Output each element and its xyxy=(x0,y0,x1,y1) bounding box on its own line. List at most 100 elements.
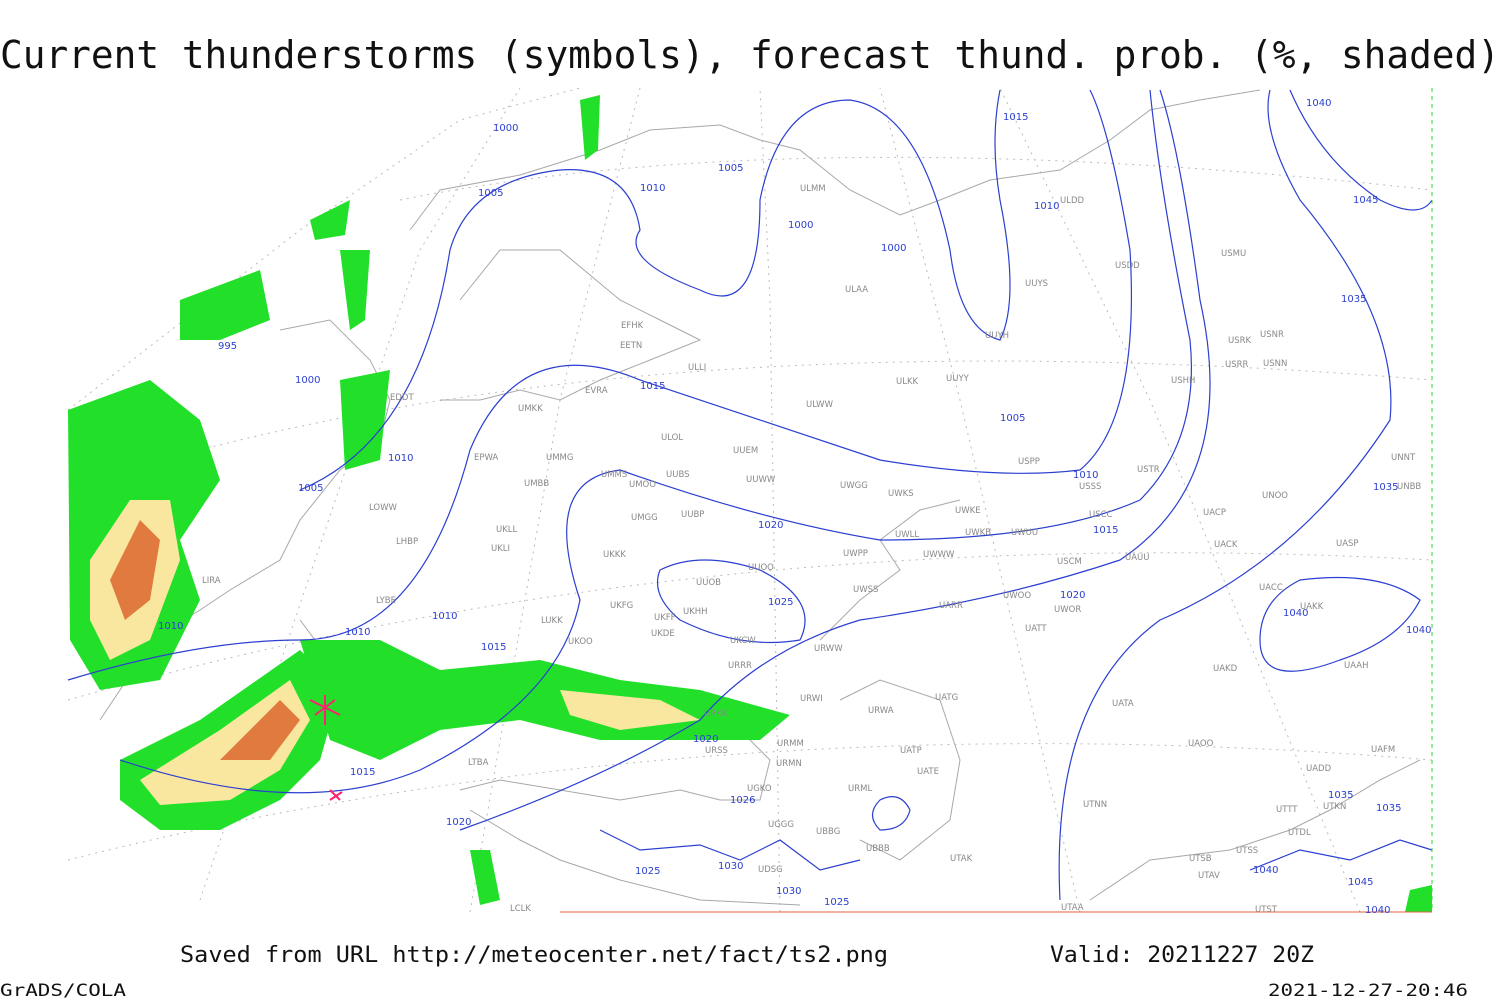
isobar-label: 1030 xyxy=(718,861,743,872)
station-label: LTBA xyxy=(468,758,489,768)
station-label: USPP xyxy=(1018,457,1040,467)
station-label: UKKK xyxy=(603,550,626,560)
isobar-label: 1035 xyxy=(1341,294,1366,305)
station-label: USRK xyxy=(1228,336,1252,346)
station-label: UATG xyxy=(935,693,958,703)
isobar-label: 1020 xyxy=(446,817,471,828)
station-label: UUBP xyxy=(681,510,704,520)
station-label: UATA xyxy=(1112,699,1134,709)
station-label: URWI xyxy=(800,694,823,704)
station-label: UUEM xyxy=(733,446,758,456)
isobar xyxy=(1058,89,1392,901)
station-label: UWPP xyxy=(843,549,868,559)
station-label: UMMG xyxy=(546,453,573,463)
station-label: URWW xyxy=(814,644,843,654)
station-label: UWKE xyxy=(955,506,981,516)
station-label: UUYS xyxy=(1025,279,1048,289)
source-url: Saved from URL http://meteocenter.net/fa… xyxy=(180,943,888,968)
isobar-label: 1040 xyxy=(1283,608,1308,619)
station-label: ULMM xyxy=(800,184,826,194)
station-label: UACK xyxy=(1214,540,1238,550)
station-label: UDSG xyxy=(758,865,783,875)
isobar-label: 1010 xyxy=(345,627,370,638)
isobar-label: 1010 xyxy=(432,611,457,622)
station-label: UADD xyxy=(1306,764,1332,774)
station-label: USCM xyxy=(1057,557,1082,567)
station-label: URMM xyxy=(777,739,804,749)
station-label: UTSB xyxy=(1189,854,1212,864)
station-label: UKDE xyxy=(651,629,675,639)
isobar-label: 1025 xyxy=(824,897,849,908)
station-label: EDDT xyxy=(390,393,414,403)
isobar-label: 1020 xyxy=(1060,590,1085,601)
station-label: UMOO xyxy=(629,480,656,490)
station-label: UAFM xyxy=(1371,745,1395,755)
station-label: UBBB xyxy=(866,844,890,854)
station-label: UGKO xyxy=(747,784,772,794)
station-label: UATT xyxy=(1025,624,1047,634)
station-label: ULAA xyxy=(845,285,868,295)
station-label: UBBG xyxy=(816,827,840,837)
station-label: UKOO xyxy=(568,637,593,647)
station-label: UATP xyxy=(900,746,922,756)
isobar-label: 1005 xyxy=(478,188,503,199)
station-label: LHBP xyxy=(396,537,418,547)
station-label: USSS xyxy=(1079,482,1101,492)
station-label: LOWW xyxy=(369,503,398,513)
isobar-label: 1010 xyxy=(388,453,413,464)
station-label: UWGG xyxy=(840,481,868,491)
isobar xyxy=(459,89,1211,831)
isobar-label: 1040 xyxy=(1306,98,1331,109)
isobar-label: 1045 xyxy=(1348,877,1373,888)
map-area xyxy=(67,87,1433,913)
station-label: UWOO xyxy=(1003,591,1031,601)
isobar-label: 1026 xyxy=(730,795,755,806)
station-label: UWUU xyxy=(1011,528,1038,538)
station-label: UWKB xyxy=(965,528,991,538)
station-label: URML xyxy=(848,784,872,794)
isobar-label: 1040 xyxy=(1253,865,1278,876)
isobar-label: 1010 xyxy=(158,621,183,632)
station-label: UAKD xyxy=(1213,664,1238,674)
isobar-label: 1035 xyxy=(1373,482,1398,493)
timestamp: 2021-12-27-20:46 xyxy=(1268,981,1468,1000)
station-label: EPWA xyxy=(474,453,498,463)
station-label: UUOO xyxy=(748,563,774,573)
station-label: UNNT xyxy=(1391,453,1416,463)
station-label: URSS xyxy=(705,746,728,756)
station-label: UKFG xyxy=(610,601,633,611)
isobar-label: 1000 xyxy=(881,243,906,254)
thunderstorm-symbols xyxy=(309,695,343,801)
station-label: UKFF xyxy=(654,613,676,623)
isobar-label: 1015 xyxy=(481,642,506,653)
isobar-label: 1010 xyxy=(640,183,665,194)
station-label: UWLL xyxy=(895,530,919,540)
station-label: USDD xyxy=(1115,261,1140,271)
software: GrADS/COLA xyxy=(0,981,126,1000)
station-label: USCC xyxy=(1089,510,1113,520)
valid-time: Valid: 20211227 20Z xyxy=(1050,943,1314,968)
isobar xyxy=(599,829,1433,871)
station-label: UMBB xyxy=(524,479,549,489)
isobar-label: 1045 xyxy=(1353,195,1378,206)
station-label: UGGG xyxy=(768,820,794,830)
isobar-label: 1035 xyxy=(1328,790,1353,801)
station-label: USRR xyxy=(1225,360,1249,370)
station-label: EFHK xyxy=(621,321,644,331)
station-label: UTDL xyxy=(1288,828,1311,838)
isobar-label: 1005 xyxy=(298,483,323,494)
station-label: UWWW xyxy=(923,550,955,560)
isobar-label: 1010 xyxy=(1073,470,1098,481)
station-label: UUYY xyxy=(946,374,970,384)
station-label: UWKS xyxy=(888,489,914,499)
station-label: USNN xyxy=(1263,359,1287,369)
isobar xyxy=(299,89,1011,491)
station-label: UARR xyxy=(939,601,963,611)
isobar-label: 1015 xyxy=(350,767,375,778)
station-label: UAKK xyxy=(1300,602,1324,612)
station-label: ULLI xyxy=(688,363,706,373)
isobar-label: 1015 xyxy=(1003,112,1028,123)
station-label: UUBS xyxy=(666,470,690,480)
station-label: LYBE xyxy=(376,596,396,606)
